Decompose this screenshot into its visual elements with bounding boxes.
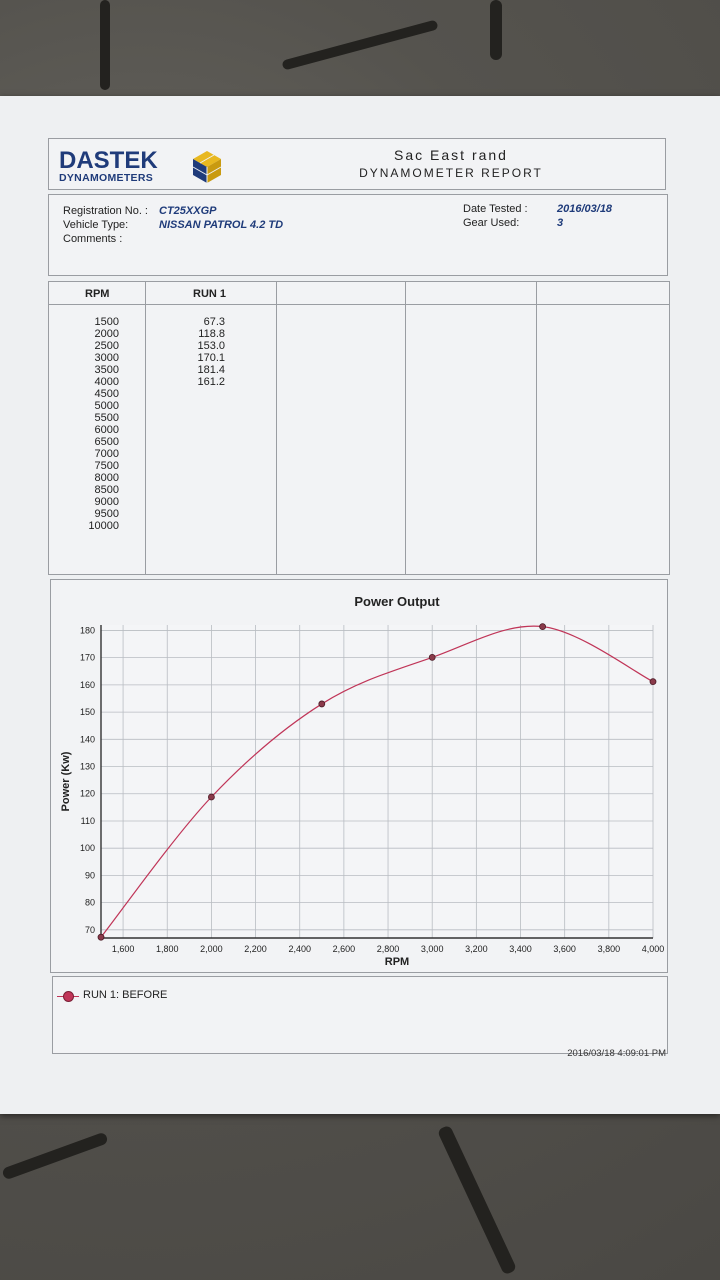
logo-subtitle: DYNAMOMETERS <box>59 172 154 184</box>
rpm-cell: 6000 <box>94 424 119 436</box>
y-tick-label: 80 <box>85 898 95 908</box>
logo-wordmark: DASTEK <box>59 147 158 174</box>
y-tick-label: 70 <box>85 925 95 935</box>
run1-cell: 67.3 <box>203 316 225 328</box>
report-title: DYNAMOMETER REPORT <box>359 166 543 180</box>
x-tick-label: 3,200 <box>465 944 488 954</box>
pavement-crack <box>281 19 439 71</box>
x-tick-label: 2,800 <box>377 944 400 954</box>
report-header: DASTEK DYNAMOMETERS Sac East rand DYNAMO… <box>48 138 666 190</box>
y-tick-label: 90 <box>85 870 95 880</box>
chart-legend: RUN 1: BEFORE <box>52 976 668 1054</box>
x-axis-label: RPM <box>385 956 409 968</box>
rpm-cell: 5500 <box>94 412 119 424</box>
y-axis-label: Power (Kw) <box>60 751 72 811</box>
plot-area <box>101 625 653 938</box>
rpm-header: RPM <box>85 288 110 300</box>
column-divider <box>276 282 277 574</box>
report-sheet: DASTEK DYNAMOMETERS Sac East rand DYNAMO… <box>0 96 720 1114</box>
x-tick-label: 3,800 <box>598 944 621 954</box>
x-tick-label: 3,600 <box>553 944 576 954</box>
print-timestamp: 2016/03/18 4:09:01 PM <box>567 1048 666 1059</box>
pavement-crack <box>490 0 502 60</box>
date-tested-value: 2016/03/18 <box>557 203 613 215</box>
x-tick-label: 3,000 <box>421 944 444 954</box>
y-tick-label: 170 <box>80 653 95 663</box>
x-tick-label: 3,400 <box>509 944 532 954</box>
data-point <box>649 678 657 686</box>
vehicle-type-value: NISSAN PATROL 4.2 TD <box>159 219 284 231</box>
rpm-cell: 2500 <box>94 340 119 352</box>
rpm-cell: 9000 <box>94 496 119 508</box>
y-tick-label: 140 <box>80 734 95 744</box>
column-divider <box>405 282 406 574</box>
run1-header: RUN 1 <box>193 288 227 300</box>
data-point <box>207 793 215 801</box>
x-tick-label: 2,200 <box>244 944 267 954</box>
rpm-cell: 3000 <box>94 352 119 364</box>
date-tested-label: Date Tested : <box>463 203 528 215</box>
vehicle-info-panel: Registration No. : CT25XXGP Vehicle Type… <box>48 194 668 276</box>
rpm-cell: 6500 <box>94 436 119 448</box>
rpm-cell: 7000 <box>94 448 119 460</box>
x-tick-label: 1,600 <box>112 944 135 954</box>
legend-label: RUN 1: BEFORE <box>83 989 168 1001</box>
run1-cell: 181.4 <box>197 364 225 376</box>
run1-column: 67.3 118.8 153.0 170.1 181.4 161.2 <box>189 316 225 388</box>
rpm-cell: 3500 <box>94 364 119 376</box>
rpm-cell: 1500 <box>94 316 119 328</box>
data-point <box>318 700 326 708</box>
pavement-crack <box>436 1124 518 1276</box>
chart-title: Power Output <box>354 594 440 609</box>
data-point <box>539 623 547 631</box>
pavement-crack <box>100 0 110 90</box>
run1-cell: 153.0 <box>197 340 225 352</box>
registration-label: Registration No. : <box>63 205 148 217</box>
vehicle-type-label: Vehicle Type: <box>63 219 129 231</box>
rpm-cell: 10000 <box>88 520 119 532</box>
table-header-divider <box>49 304 669 305</box>
rpm-cell: 4000 <box>94 376 119 388</box>
legend-marker-icon <box>63 991 74 1002</box>
gear-used-label: Gear Used: <box>463 217 520 229</box>
y-tick-label: 130 <box>80 762 95 772</box>
column-divider <box>145 282 146 574</box>
rpm-cell: 9500 <box>94 508 119 520</box>
dastek-logo: DASTEK DYNAMOMETERS <box>59 149 239 185</box>
rpm-cell: 8000 <box>94 472 119 484</box>
power-output-chart: Power Output 1,600 1,800 2,000 2,200 2,400 2,6… <box>50 579 668 973</box>
registration-value: CT25XXGP <box>159 205 217 217</box>
run1-cell: 161.2 <box>197 376 225 388</box>
rpm-cell: 4500 <box>94 388 119 400</box>
y-tick-label: 120 <box>80 789 95 799</box>
series-line-run1 <box>100 625 654 938</box>
pavement-crack <box>1 1131 109 1181</box>
y-tick-label: 110 <box>81 816 95 826</box>
column-divider <box>536 282 537 574</box>
run1-cell: 118.8 <box>198 328 225 340</box>
y-tick-label: 160 <box>80 680 95 690</box>
y-tick-label: 180 <box>80 625 95 635</box>
results-table: RPM RUN 1 1500 2000 2500 3000 3500 4000 4500 50… <box>48 281 670 575</box>
rpm-column: 1500 2000 2500 3000 3500 4000 4500 5000 5500 6000… <box>79 316 119 532</box>
x-tick-label: 4,000 <box>642 944 665 954</box>
run1-cell: 170.1 <box>197 352 225 364</box>
data-point <box>97 933 105 941</box>
x-tick-label: 2,600 <box>333 944 356 954</box>
power-chart-svg: Power Output 1,600 1,800 2,000 2,200 2,400 2,6… <box>60 594 665 968</box>
rpm-cell: 7500 <box>94 460 119 472</box>
gear-used-value: 3 <box>557 217 564 229</box>
rpm-cell: 2000 <box>94 328 119 340</box>
rpm-cell: 8500 <box>94 484 119 496</box>
y-tick-label: 100 <box>80 843 95 853</box>
site-name: Sac East rand <box>394 147 508 163</box>
rpm-cell: 5000 <box>94 400 119 412</box>
x-tick-label: 2,000 <box>200 944 223 954</box>
y-tick-label: 150 <box>80 707 95 717</box>
comments-label: Comments : <box>63 233 123 245</box>
logo-cube-icon <box>192 151 222 183</box>
x-tick-label: 2,400 <box>288 944 311 954</box>
x-tick-label: 1,800 <box>156 944 179 954</box>
data-point <box>428 653 436 661</box>
